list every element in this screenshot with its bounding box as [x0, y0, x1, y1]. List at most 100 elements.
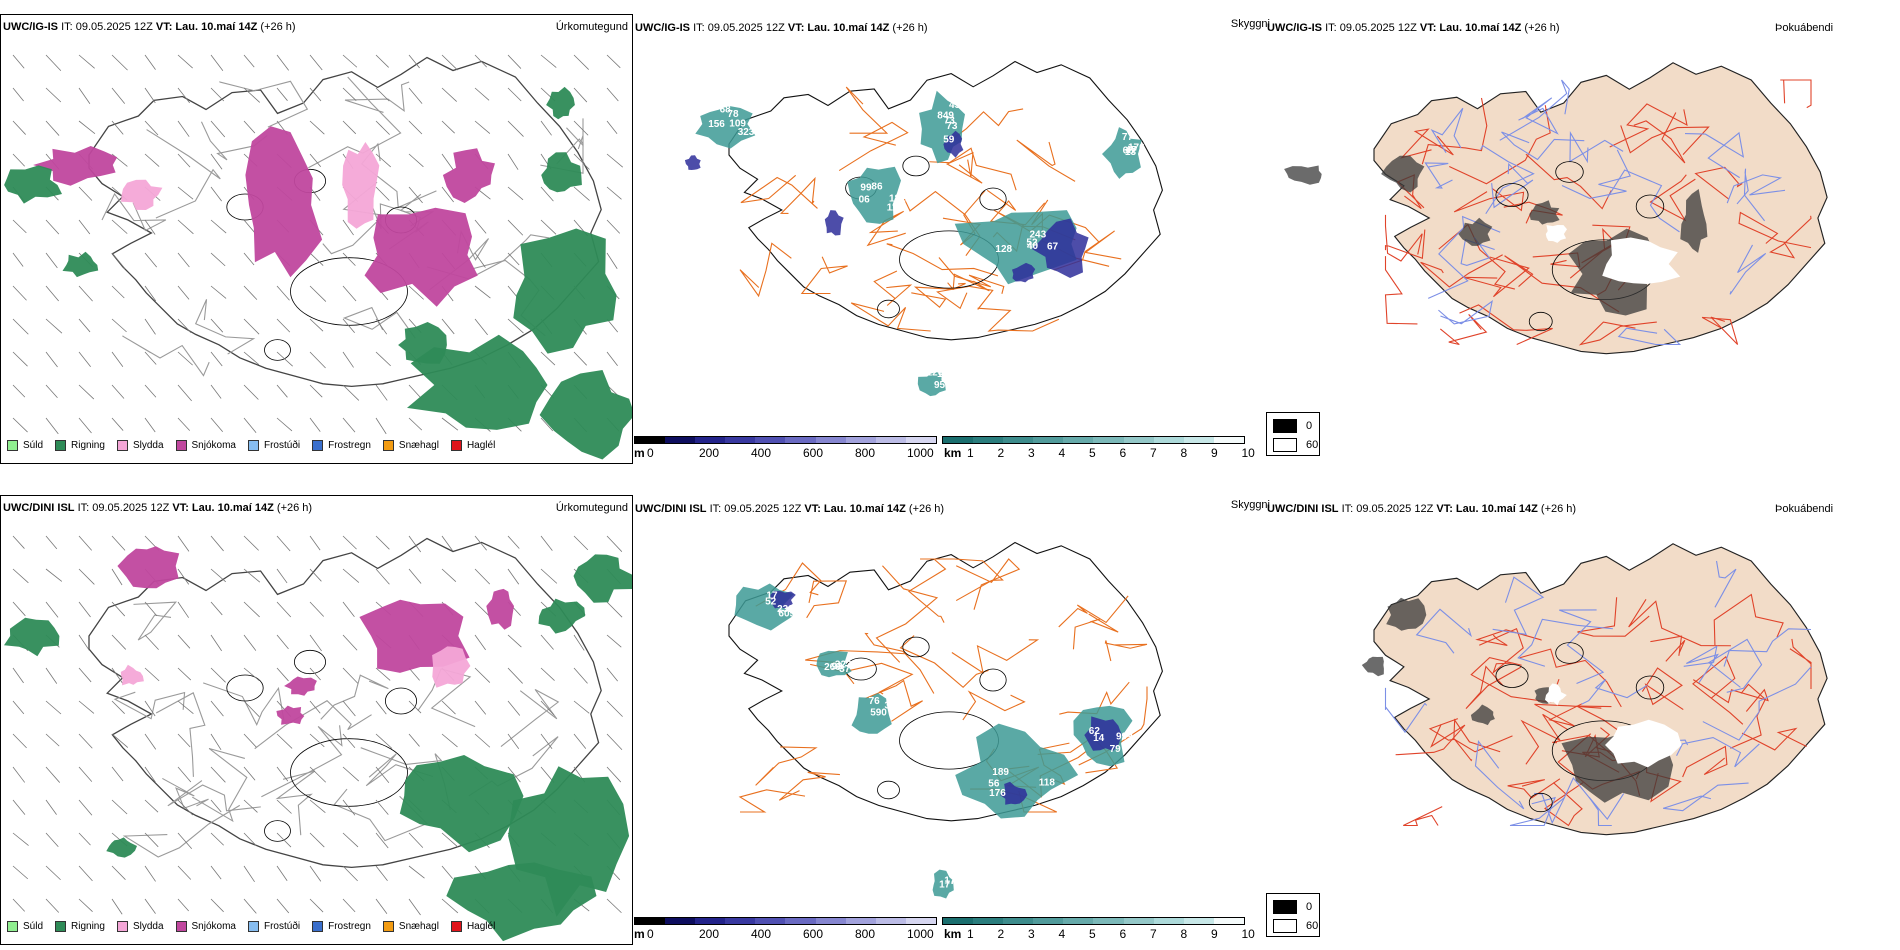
wind-barb	[144, 351, 157, 365]
colorbar-tick: 10	[1241, 446, 1255, 460]
glacier-outline	[1555, 161, 1584, 183]
legend-label: Snjókoma	[191, 921, 236, 932]
wind-barb	[210, 898, 224, 913]
init-time: IT: 09.05.2025 12Z	[709, 503, 802, 515]
cloud-area	[917, 372, 946, 397]
wind-barb	[606, 87, 619, 102]
wind-barb	[408, 898, 421, 916]
wind-barb	[144, 384, 157, 398]
colorbar-tick: 200	[699, 927, 720, 941]
wind-barb	[375, 535, 390, 550]
cloud-base-label: 06	[859, 195, 871, 206]
init-time: IT: 09.05.2025 12Z	[1341, 503, 1434, 515]
road-line	[1428, 718, 1473, 762]
wind-barb	[45, 568, 63, 582]
road-line	[955, 558, 1021, 610]
wind-barb	[111, 417, 124, 431]
wind-barb	[276, 285, 290, 301]
colorbar-tick: 5	[1089, 446, 1096, 460]
wind-barb	[507, 87, 522, 102]
wind-barb	[573, 634, 585, 651]
road-line	[1713, 593, 1784, 645]
cloud-base-label: 17	[944, 875, 956, 886]
wind-barb	[573, 54, 589, 70]
legend-swatch	[450, 440, 462, 451]
colorbar-unit-m: m	[634, 927, 645, 941]
colorbar-segment	[1093, 437, 1124, 443]
wind-barb	[375, 120, 390, 135]
cloud-base-label: 95	[934, 380, 946, 391]
road-line	[122, 804, 241, 858]
valid-label: VT:	[172, 502, 189, 514]
wind-barb	[474, 535, 487, 551]
wind-barb	[78, 568, 95, 585]
road-line	[1769, 215, 1812, 259]
road-line	[951, 639, 1040, 674]
wind-barb	[507, 700, 521, 716]
wind-barb	[177, 318, 192, 333]
road-line	[1714, 560, 1737, 608]
wind-barb	[144, 219, 156, 235]
low-cloud-area	[943, 130, 964, 158]
colorbar-tick: 2	[997, 446, 1005, 460]
wind-barb	[540, 54, 557, 68]
cloud-base-label: 14	[1093, 733, 1105, 744]
cloud-base-label: 77	[1122, 132, 1134, 143]
colorbar-tick: 7	[1150, 927, 1157, 941]
wind-barb	[111, 766, 124, 782]
init-time: IT: 09.05.2025 12Z	[61, 21, 153, 33]
road-line	[219, 80, 309, 128]
cloud-base-label: 99	[860, 183, 872, 194]
wind-barb	[177, 87, 191, 104]
colorbar-visibility-km	[942, 436, 1245, 444]
road-line	[1692, 655, 1744, 725]
colorbar-tick: 2	[997, 927, 1005, 941]
wind-barb	[111, 535, 126, 551]
wind-barb	[375, 318, 388, 335]
wind-barb	[111, 252, 126, 270]
road-line	[1578, 321, 1657, 346]
road-line	[779, 176, 816, 214]
road-line	[342, 306, 416, 339]
wind-barb	[45, 865, 61, 881]
wind-barb	[78, 898, 93, 912]
wind-barb	[45, 766, 61, 783]
wind-barb	[606, 186, 622, 200]
colorbar-tick: 3	[1028, 446, 1035, 460]
road-line	[1384, 214, 1423, 262]
colorbar-segment	[1033, 918, 1064, 924]
colorbar-tick: 1	[967, 446, 974, 460]
road-line	[1588, 793, 1625, 827]
wind-barb	[210, 87, 225, 102]
cloud-base-label: 73	[944, 116, 956, 127]
wind-barb	[45, 898, 60, 913]
road-line	[360, 142, 437, 209]
wind-barb	[243, 733, 257, 748]
model-name: UWC/IG-IS	[635, 22, 690, 34]
wind-barb	[78, 186, 93, 201]
road-line	[1780, 79, 1812, 109]
road-line	[261, 725, 343, 798]
glacier-fill	[1545, 225, 1567, 243]
wind-barb	[375, 384, 388, 401]
road-line	[948, 108, 1024, 143]
road-line	[1520, 713, 1568, 765]
colorbar-tick: 600	[803, 927, 824, 941]
panel-title-row1-cloud: UWC/IG-IS IT: 09.05.2025 12Z VT: Lau. 10…	[635, 22, 928, 34]
wind-barb	[12, 54, 25, 69]
colorbar-tick: 0	[647, 446, 654, 460]
wind-barb	[606, 766, 622, 783]
low-cloud-area	[1084, 716, 1122, 751]
wind-barb	[309, 285, 327, 302]
road-line	[936, 285, 994, 310]
low-cloud-area	[684, 155, 701, 170]
colorbar-segment	[1153, 437, 1184, 443]
road-line	[122, 335, 210, 377]
wind-barb	[12, 285, 27, 301]
cloud-area	[932, 869, 954, 899]
panel-name-precip-type: Úrkomutegund	[555, 502, 628, 514]
wind-barb	[210, 54, 224, 71]
road-line	[1617, 327, 1682, 346]
colorbar-tick: 9	[1211, 927, 1218, 941]
legend-swatch	[55, 440, 67, 451]
